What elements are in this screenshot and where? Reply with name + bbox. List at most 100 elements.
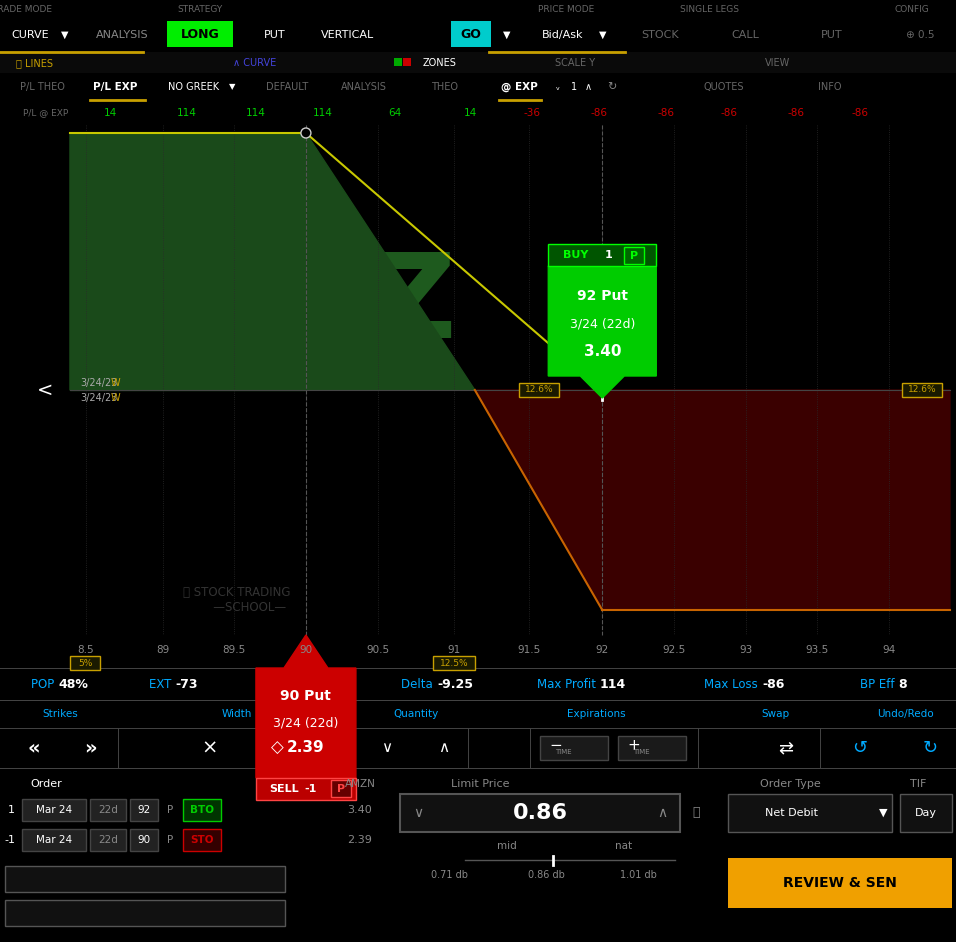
- Text: 93.5: 93.5: [806, 645, 829, 655]
- Bar: [0, 100, 956, 125]
- Text: -86: -86: [788, 108, 805, 118]
- Text: −: −: [549, 738, 562, 753]
- Text: 3.40: 3.40: [348, 805, 373, 815]
- Text: -86: -86: [721, 108, 738, 118]
- Text: ∨: ∨: [413, 806, 424, 820]
- Text: Strikes: Strikes: [42, 709, 77, 719]
- Text: PUT: PUT: [264, 30, 286, 40]
- Text: ∧ CURVE: ∧ CURVE: [233, 58, 276, 68]
- Text: 8.5: 8.5: [77, 645, 95, 655]
- Text: ∧: ∧: [584, 82, 592, 92]
- Text: 114: 114: [177, 108, 196, 118]
- Bar: [90, 799, 126, 821]
- Text: Max Profit: Max Profit: [537, 677, 600, 690]
- Text: 90 Put: 90 Put: [280, 689, 332, 703]
- Text: 90: 90: [299, 645, 313, 655]
- Text: ×: ×: [202, 739, 218, 757]
- Polygon shape: [256, 635, 356, 778]
- Text: 92: 92: [138, 805, 151, 815]
- Text: ◇: ◇: [271, 739, 283, 757]
- Text: nat: nat: [616, 841, 633, 851]
- Bar: [549, 244, 656, 266]
- Bar: [400, 794, 680, 832]
- Text: 91: 91: [447, 645, 461, 655]
- Text: ∧: ∧: [657, 806, 667, 820]
- Text: 91.5: 91.5: [517, 645, 540, 655]
- Text: 1.01 db: 1.01 db: [619, 870, 657, 880]
- Text: »: »: [84, 739, 97, 757]
- Bar: [22, 799, 86, 821]
- Text: <: <: [37, 381, 54, 399]
- Text: REVIEW & SEN: REVIEW & SEN: [783, 876, 897, 890]
- Text: AMZ: AMZ: [163, 248, 457, 363]
- Text: INFO: INFO: [818, 82, 841, 92]
- Text: Net Debit: Net Debit: [766, 808, 818, 818]
- Text: ▼: ▼: [61, 30, 69, 40]
- Bar: [618, 736, 686, 760]
- Bar: [540, 736, 608, 760]
- Text: 12.6%: 12.6%: [907, 385, 936, 395]
- Text: 0.86 db: 0.86 db: [528, 870, 564, 880]
- Text: 22d: 22d: [98, 835, 118, 845]
- Polygon shape: [70, 133, 475, 390]
- Bar: [130, 799, 158, 821]
- Bar: [519, 383, 559, 397]
- Bar: [902, 383, 942, 397]
- Text: ↻: ↻: [923, 739, 938, 757]
- Text: ▼: ▼: [228, 83, 235, 91]
- Text: 12.5%: 12.5%: [440, 658, 468, 668]
- Text: P/L @ EXP: P/L @ EXP: [23, 108, 69, 118]
- Text: -86: -86: [591, 108, 608, 118]
- Bar: [5, 900, 285, 926]
- Bar: [394, 58, 402, 66]
- Text: -9.25: -9.25: [437, 677, 473, 690]
- Bar: [403, 58, 411, 66]
- Bar: [0, 52, 956, 73]
- Bar: [331, 780, 351, 797]
- Bar: [0, 728, 956, 768]
- Text: CALL: CALL: [731, 30, 759, 40]
- Text: ⟋ LINES: ⟋ LINES: [16, 58, 54, 68]
- Bar: [5, 866, 285, 892]
- Text: SINGLE LEGS: SINGLE LEGS: [681, 5, 740, 13]
- Text: 12.6%: 12.6%: [525, 385, 554, 395]
- Text: 1: 1: [8, 805, 15, 815]
- Text: VERTICAL: VERTICAL: [321, 30, 375, 40]
- Bar: [0, 0, 956, 18]
- Text: +: +: [627, 738, 640, 753]
- Text: ⓪ STOCK TRADING
       —SCHOOL—: ⓪ STOCK TRADING —SCHOOL—: [184, 586, 291, 614]
- Text: ᵥ: ᵥ: [556, 82, 560, 92]
- Text: -36: -36: [524, 108, 541, 118]
- Bar: [22, 829, 86, 851]
- Text: 0.71 db: 0.71 db: [431, 870, 468, 880]
- Text: W: W: [110, 393, 120, 403]
- Text: BUY: BUY: [562, 250, 588, 260]
- Bar: [70, 656, 100, 670]
- Text: 3/24/23: 3/24/23: [80, 378, 118, 388]
- Text: 92.5: 92.5: [663, 645, 685, 655]
- Text: Order Type: Order Type: [760, 779, 820, 789]
- Text: 93: 93: [739, 645, 752, 655]
- Text: 90: 90: [138, 835, 150, 845]
- Text: PRICE MODE: PRICE MODE: [538, 5, 594, 13]
- Text: ∧: ∧: [439, 740, 449, 755]
- Text: CURVE: CURVE: [11, 30, 49, 40]
- Text: -73: -73: [175, 677, 198, 690]
- Text: -86: -86: [762, 677, 784, 690]
- Text: -1: -1: [305, 784, 317, 794]
- Text: 58%: 58%: [302, 677, 332, 690]
- Bar: [183, 799, 221, 821]
- Text: «: «: [28, 739, 40, 757]
- Text: BTO: BTO: [190, 805, 214, 815]
- Text: ↻: ↻: [607, 82, 617, 92]
- Text: 89.5: 89.5: [223, 645, 246, 655]
- Bar: [130, 829, 158, 851]
- Text: ▼: ▼: [599, 30, 607, 40]
- Bar: [728, 794, 892, 832]
- Bar: [0, 73, 956, 100]
- Text: ▼: ▼: [503, 30, 511, 40]
- Text: 1: 1: [604, 250, 612, 260]
- Text: 3/24/23: 3/24/23: [80, 393, 118, 403]
- Bar: [256, 778, 356, 800]
- Text: P/L EXP: P/L EXP: [93, 82, 138, 92]
